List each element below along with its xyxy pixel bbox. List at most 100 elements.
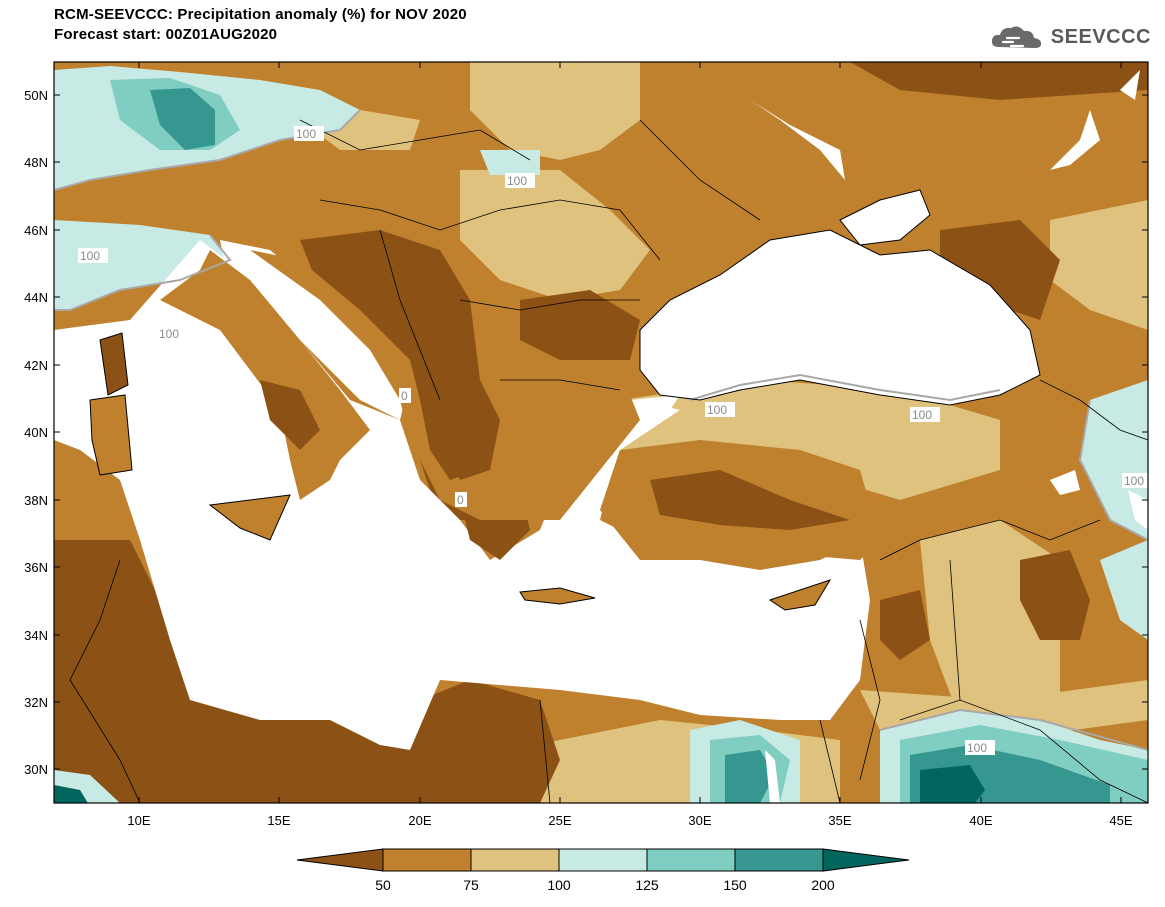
coastline-azov bbox=[839, 189, 931, 246]
longitude-axis: 10E 15E 20E 25E 30E 35E 40E 45E bbox=[127, 813, 1132, 828]
cloud-icon bbox=[991, 26, 1041, 48]
colorbar-segment-125-150 bbox=[646, 848, 736, 872]
black-sea bbox=[640, 230, 1040, 405]
field-75-100 bbox=[470, 62, 640, 160]
field-150-200 bbox=[725, 750, 775, 803]
lon-tick-label: 40E bbox=[969, 813, 992, 828]
country-borders bbox=[69, 119, 1148, 803]
colorbar-segment-150-200 bbox=[734, 848, 824, 872]
lon-tick-label: 15E bbox=[267, 813, 290, 828]
balkan-coast bbox=[250, 250, 640, 520]
field-below-50 bbox=[880, 590, 930, 660]
lake bbox=[1050, 110, 1100, 170]
coastline-corsica bbox=[99, 332, 129, 396]
sea-of-marmara bbox=[630, 395, 680, 415]
field-below-50 bbox=[54, 540, 560, 803]
field-below-50 bbox=[520, 290, 640, 360]
italy-peninsula bbox=[160, 250, 370, 500]
lat-tick-label: 46N bbox=[24, 223, 48, 238]
core-below-50 bbox=[260, 380, 320, 450]
border bbox=[379, 229, 441, 401]
field-below-50 bbox=[940, 220, 1060, 320]
colorbar-label: 50 bbox=[375, 877, 391, 893]
lat-tick-label: 34N bbox=[24, 628, 48, 643]
contour-label: 100 bbox=[159, 327, 179, 341]
map-title: RCM-SEEVCCC: Precipitation anomaly (%) f… bbox=[54, 6, 467, 23]
contour-label-box: 100 bbox=[78, 248, 108, 263]
colorbar-segment-above-200 bbox=[822, 848, 910, 872]
contour-label-box: 100 bbox=[505, 173, 535, 188]
sea-of-azov bbox=[840, 190, 930, 245]
coastline-cyprus bbox=[768, 579, 832, 611]
colorbar-label: 150 bbox=[723, 877, 747, 893]
seevccc-logo: SEEVCCC bbox=[989, 22, 1151, 52]
island-sardinia bbox=[90, 395, 132, 475]
forecast-start-subtitle: Forecast start: 00Z01AUG2020 bbox=[54, 26, 278, 43]
island-crete bbox=[520, 588, 595, 604]
border bbox=[500, 379, 621, 391]
contour-label-box: 100 bbox=[1122, 473, 1148, 488]
lon-tick-label: 45E bbox=[1109, 813, 1132, 828]
lat-tick-label: 32N bbox=[24, 695, 48, 710]
coastline-crete bbox=[519, 587, 596, 605]
border bbox=[319, 199, 661, 261]
field-above-200 bbox=[920, 765, 985, 803]
core-below-50 bbox=[650, 470, 850, 530]
field-100-125 bbox=[480, 150, 540, 175]
lon-tick-label: 10E bbox=[127, 813, 150, 828]
contour-label-box: 0 bbox=[455, 492, 467, 507]
lon-ticks bbox=[138, 62, 1122, 803]
contour-labels: 100 100 100 100 100 100 100 100 100 0 0 bbox=[78, 126, 1148, 755]
border bbox=[539, 699, 551, 803]
field-150-200 bbox=[150, 88, 215, 150]
lat-tick-label: 40N bbox=[24, 425, 48, 440]
contour-label-box: 100 bbox=[705, 402, 735, 417]
adriatic-sea bbox=[220, 240, 410, 420]
coastlines bbox=[89, 189, 1041, 611]
border bbox=[819, 719, 841, 803]
red-sea-gulf bbox=[765, 750, 780, 803]
contour-label-box: 100 bbox=[294, 126, 324, 141]
lon-tick-label: 30E bbox=[688, 813, 711, 828]
lat-tick-label: 36N bbox=[24, 560, 48, 575]
coastline-sardinia bbox=[89, 394, 133, 476]
contour-100 bbox=[54, 109, 361, 191]
field-100-125 bbox=[54, 220, 230, 310]
island-cyprus bbox=[770, 580, 830, 610]
colorbar-segment-below-50 bbox=[296, 848, 384, 872]
contour-label: 100 bbox=[507, 174, 527, 188]
contour-100 bbox=[1078, 399, 1148, 541]
field-75-100 bbox=[1050, 200, 1148, 330]
coastline-black-sea bbox=[639, 229, 1041, 406]
colorbar-label: 200 bbox=[811, 877, 835, 893]
border bbox=[69, 559, 141, 803]
lat-tick-label: 38N bbox=[24, 493, 48, 508]
island-sicily bbox=[210, 495, 290, 540]
lake bbox=[1050, 470, 1080, 495]
contour-label: 100 bbox=[80, 249, 100, 263]
border bbox=[639, 119, 761, 221]
border bbox=[459, 299, 640, 311]
core-below-50 bbox=[420, 280, 500, 480]
border bbox=[899, 699, 1148, 803]
below-50-cores bbox=[260, 280, 850, 530]
colorbar-label: 75 bbox=[463, 877, 479, 893]
contour-label: 100 bbox=[707, 403, 727, 417]
latitude-axis: 50N 48N 46N 44N 42N 40N 38N 36N 34N 32N … bbox=[24, 88, 48, 777]
contour-100 bbox=[689, 373, 1001, 402]
colorbar: 50 75 100 125 150 200 bbox=[296, 848, 910, 893]
contour-label-box: 0 bbox=[399, 388, 411, 403]
colorbar-segment-75-100 bbox=[470, 848, 560, 872]
lat-ticks bbox=[54, 94, 1148, 770]
lat-tick-label: 44N bbox=[24, 290, 48, 305]
island-corsica bbox=[100, 333, 128, 395]
border bbox=[879, 519, 1101, 561]
contour-label: 100 bbox=[967, 741, 987, 755]
lat-tick-label: 30N bbox=[24, 762, 48, 777]
field-75-100 bbox=[460, 170, 650, 300]
coastline-sicily bbox=[208, 494, 291, 541]
border bbox=[949, 559, 961, 701]
contour-label: 0 bbox=[457, 493, 464, 507]
field-below-50 bbox=[1020, 550, 1090, 640]
